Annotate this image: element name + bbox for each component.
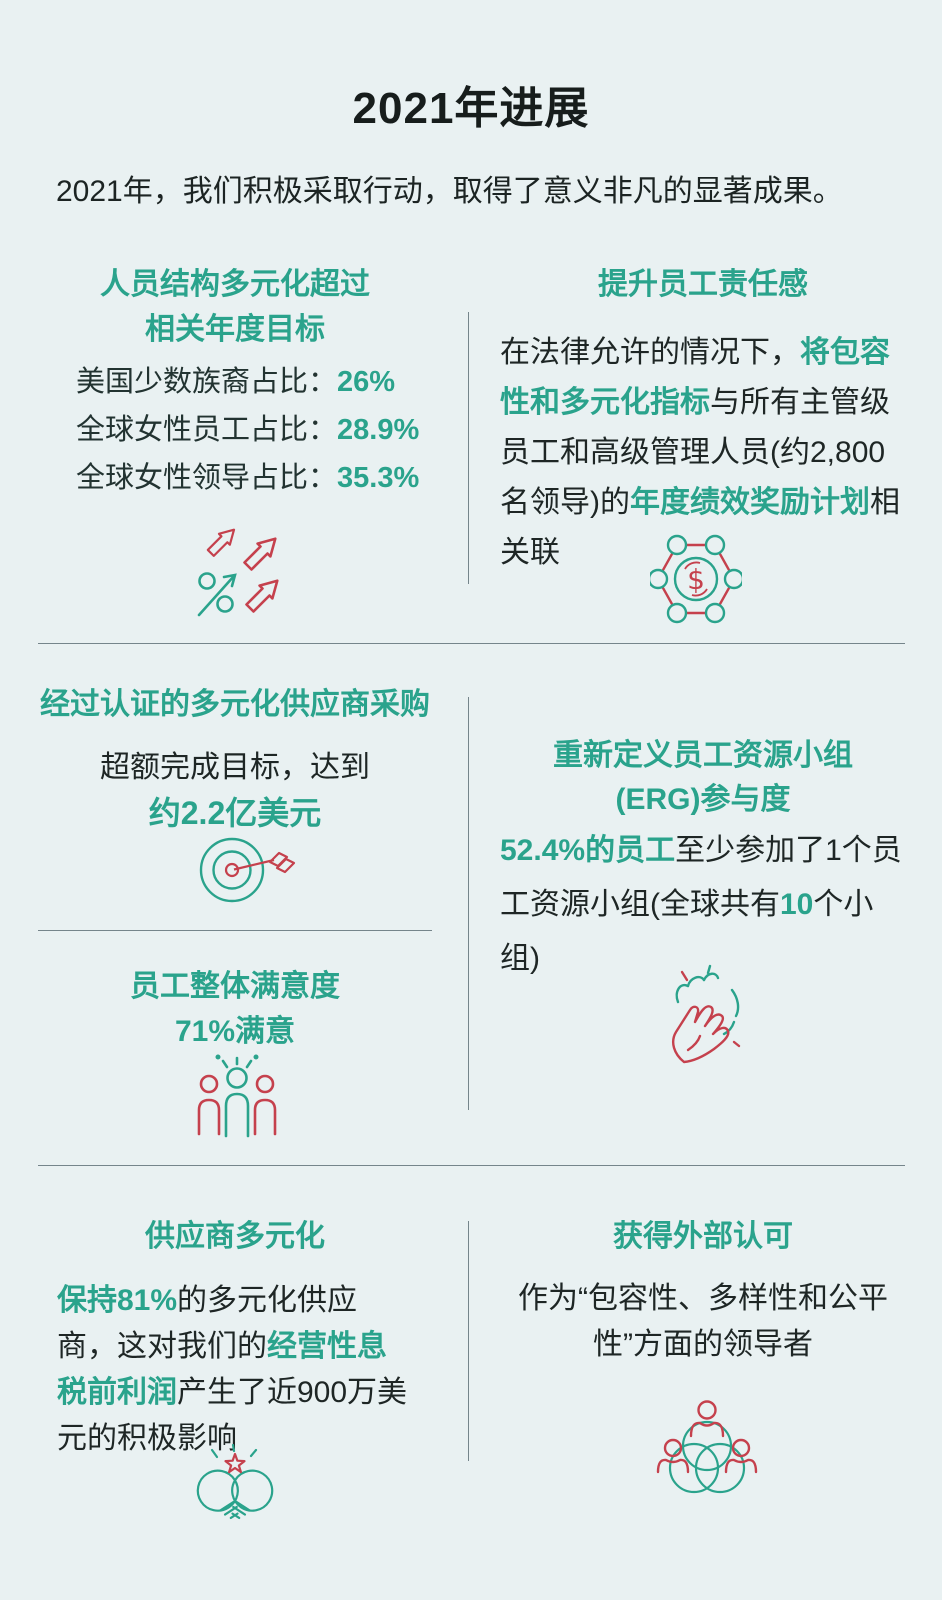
body-segment: 个小组) [500, 888, 874, 975]
body-segment-accent: 将包容性和多元化指标 [500, 336, 890, 419]
divider-vertical [468, 1221, 469, 1461]
divider-vertical [468, 697, 469, 1110]
erg-heading: 重新定义员工资源小组 (ERG)参与度 [500, 734, 906, 822]
page-title: 2021年进展 [352, 84, 590, 133]
clapping-hands-icon [648, 960, 760, 1070]
heading-line: 重新定义员工资源小组 [553, 739, 853, 772]
body-segment-accent: 经营性息税前利润 [57, 1330, 387, 1409]
accountability-heading: 提升员工责任感 [598, 268, 808, 301]
erg-body: 52.4%的员工至少参加了1个员工资源小组(全球共有10个小组) [500, 824, 908, 986]
body-segment: 相关联 [500, 486, 900, 569]
divider-vertical [468, 312, 469, 584]
body-segment-accent: 年度绩效奖励计划 [630, 486, 870, 519]
body-segment: 在法律允许的情况下， [500, 336, 800, 369]
people-circles-icon [654, 1398, 760, 1498]
target-arrow-icon [196, 828, 300, 906]
body-segment: 至少参加了1个员工资源小组(全球共有 [500, 834, 902, 921]
heading-line: 71%满意 [174, 1015, 296, 1048]
heading-line: 相关年度目标 [145, 313, 325, 346]
supplier-spend-heading: 经过认证的多元化供应商采购 [40, 688, 430, 721]
body-segment-accent: 10 [780, 888, 814, 921]
people-group-icon [190, 1052, 284, 1146]
stat-value: 35.3% [337, 462, 420, 494]
heading-line: (ERG)参与度 [615, 783, 791, 816]
workforce-stats: 美国少数族裔占比：26% 全球女性员工占比：28.9% 全球女性领导占比：35.… [76, 358, 419, 502]
heading-line: 人员结构多元化超过 [100, 268, 370, 301]
supplier-spend-line2: 约2.2亿美元 [148, 795, 322, 831]
stat-label: 全球女性员工占比： [76, 414, 338, 446]
body-segment: 的多元化供应商，这对我们的 [57, 1284, 358, 1363]
heading-line: 员工整体满意度 [130, 970, 340, 1003]
stat-value: 26% [337, 366, 396, 398]
intro-text: 2021年，我们积极采取行动，取得了意义非凡的显著成果。 [56, 175, 843, 208]
divider-horizontal [38, 1165, 905, 1166]
recognition-heading: 获得外部认可 [613, 1220, 793, 1253]
body-segment: 产生了近900万美元的积极影响 [57, 1376, 408, 1455]
stat-label: 全球女性领导占比： [76, 462, 338, 494]
growth-arrows-icon [194, 524, 286, 622]
body-segment-accent: 保持81% [57, 1284, 178, 1317]
workforce-heading: 人员结构多元化超过 相关年度目标 [38, 262, 432, 352]
divider-horizontal-left-column [38, 930, 432, 931]
supplier-diversity-body: 保持81%的多元化供应商，这对我们的经营性息税前利润产生了近900万美元的积极影… [57, 1278, 413, 1462]
body-segment-accent: 52.4%的员工 [500, 834, 676, 867]
supplier-spend-line1: 超额完成目标，达到 [100, 751, 370, 784]
stat-label: 美国少数族裔占比： [76, 366, 338, 398]
body-segment: 与所有主管级员工和高级管理人员(约2,800名领导)的 [500, 386, 890, 519]
satisfaction-heading: 员工整体满意度 71%满意 [38, 964, 432, 1054]
svg-text:$: $ [687, 563, 705, 596]
accountability-body: 在法律允许的情况下，将包容性和多元化指标与所有主管级员工和高级管理人员(约2,8… [500, 328, 908, 578]
stat-row: 全球女性员工占比：28.9% [76, 406, 419, 454]
hexagon-dollar-icon: $ [650, 533, 742, 625]
recognition-body: 作为“包容性、多样性和公平性”方面的领导者 [518, 1282, 888, 1361]
supplier-diversity-heading: 供应商多元化 [145, 1220, 325, 1253]
stat-value: 28.9% [337, 414, 420, 446]
divider-horizontal [38, 643, 905, 644]
lightbulb-star-icon [184, 1444, 286, 1546]
stat-row: 全球女性领导占比：35.3% [76, 454, 419, 502]
stat-row: 美国少数族裔占比：26% [76, 358, 419, 406]
